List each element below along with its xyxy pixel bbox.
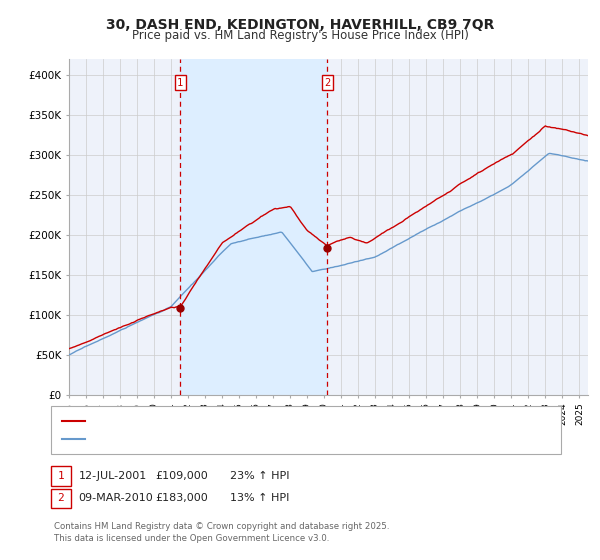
Text: 1: 1 — [58, 471, 64, 481]
Text: 12-JUL-2001: 12-JUL-2001 — [79, 471, 147, 481]
Text: 30, DASH END, KEDINGTON, HAVERHILL, CB9 7QR (semi-detached house): 30, DASH END, KEDINGTON, HAVERHILL, CB9 … — [90, 416, 451, 426]
Text: HPI: Average price, semi-detached house, West Suffolk: HPI: Average price, semi-detached house,… — [90, 434, 358, 444]
Text: 13% ↑ HPI: 13% ↑ HPI — [230, 493, 289, 503]
Text: 23% ↑ HPI: 23% ↑ HPI — [230, 471, 289, 481]
Bar — [180, 59, 328, 395]
Text: 09-MAR-2010: 09-MAR-2010 — [79, 493, 154, 503]
Text: Contains HM Land Registry data © Crown copyright and database right 2025.
This d: Contains HM Land Registry data © Crown c… — [54, 522, 389, 543]
Text: 30, DASH END, KEDINGTON, HAVERHILL, CB9 7QR: 30, DASH END, KEDINGTON, HAVERHILL, CB9 … — [106, 18, 494, 32]
Text: 1: 1 — [177, 78, 184, 88]
Text: £183,000: £183,000 — [155, 493, 208, 503]
Text: Price paid vs. HM Land Registry's House Price Index (HPI): Price paid vs. HM Land Registry's House … — [131, 29, 469, 42]
Text: 2: 2 — [325, 78, 331, 88]
Text: £109,000: £109,000 — [155, 471, 208, 481]
Text: 2: 2 — [58, 493, 64, 503]
